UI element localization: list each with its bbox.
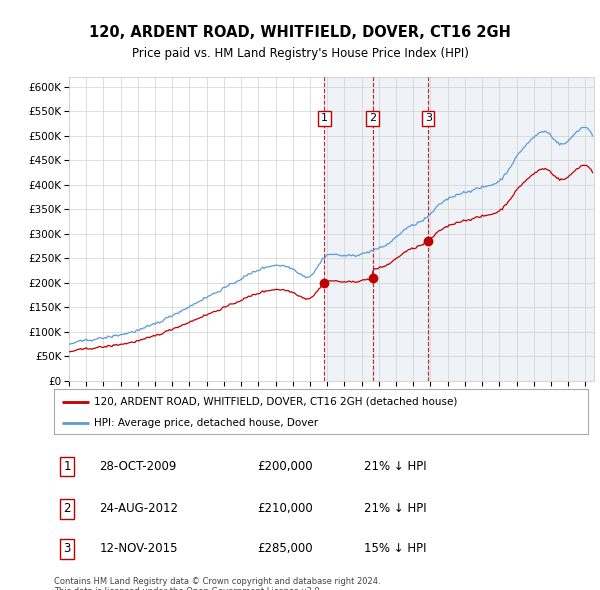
Text: 2: 2 xyxy=(369,113,376,123)
Text: 120, ARDENT ROAD, WHITFIELD, DOVER, CT16 2GH: 120, ARDENT ROAD, WHITFIELD, DOVER, CT16… xyxy=(89,25,511,40)
Text: 1: 1 xyxy=(321,113,328,123)
Text: Price paid vs. HM Land Registry's House Price Index (HPI): Price paid vs. HM Land Registry's House … xyxy=(131,47,469,60)
Text: 24-AUG-2012: 24-AUG-2012 xyxy=(100,502,178,516)
Text: £210,000: £210,000 xyxy=(257,502,313,516)
Text: 15% ↓ HPI: 15% ↓ HPI xyxy=(364,542,426,555)
Text: 1: 1 xyxy=(64,460,71,473)
Text: 21% ↓ HPI: 21% ↓ HPI xyxy=(364,460,427,473)
Text: 3: 3 xyxy=(425,113,432,123)
Text: £285,000: £285,000 xyxy=(257,542,313,555)
Text: 3: 3 xyxy=(64,542,71,555)
Bar xyxy=(324,77,373,381)
Text: 12-NOV-2015: 12-NOV-2015 xyxy=(100,542,178,555)
Text: HPI: Average price, detached house, Dover: HPI: Average price, detached house, Dove… xyxy=(94,418,318,428)
Text: 28-OCT-2009: 28-OCT-2009 xyxy=(100,460,177,473)
Bar xyxy=(373,77,428,381)
Text: 21% ↓ HPI: 21% ↓ HPI xyxy=(364,502,427,516)
Text: £200,000: £200,000 xyxy=(257,460,313,473)
Text: 2: 2 xyxy=(64,502,71,516)
Bar xyxy=(428,77,594,381)
Text: Contains HM Land Registry data © Crown copyright and database right 2024.
This d: Contains HM Land Registry data © Crown c… xyxy=(54,577,380,590)
Text: 120, ARDENT ROAD, WHITFIELD, DOVER, CT16 2GH (detached house): 120, ARDENT ROAD, WHITFIELD, DOVER, CT16… xyxy=(94,397,457,407)
